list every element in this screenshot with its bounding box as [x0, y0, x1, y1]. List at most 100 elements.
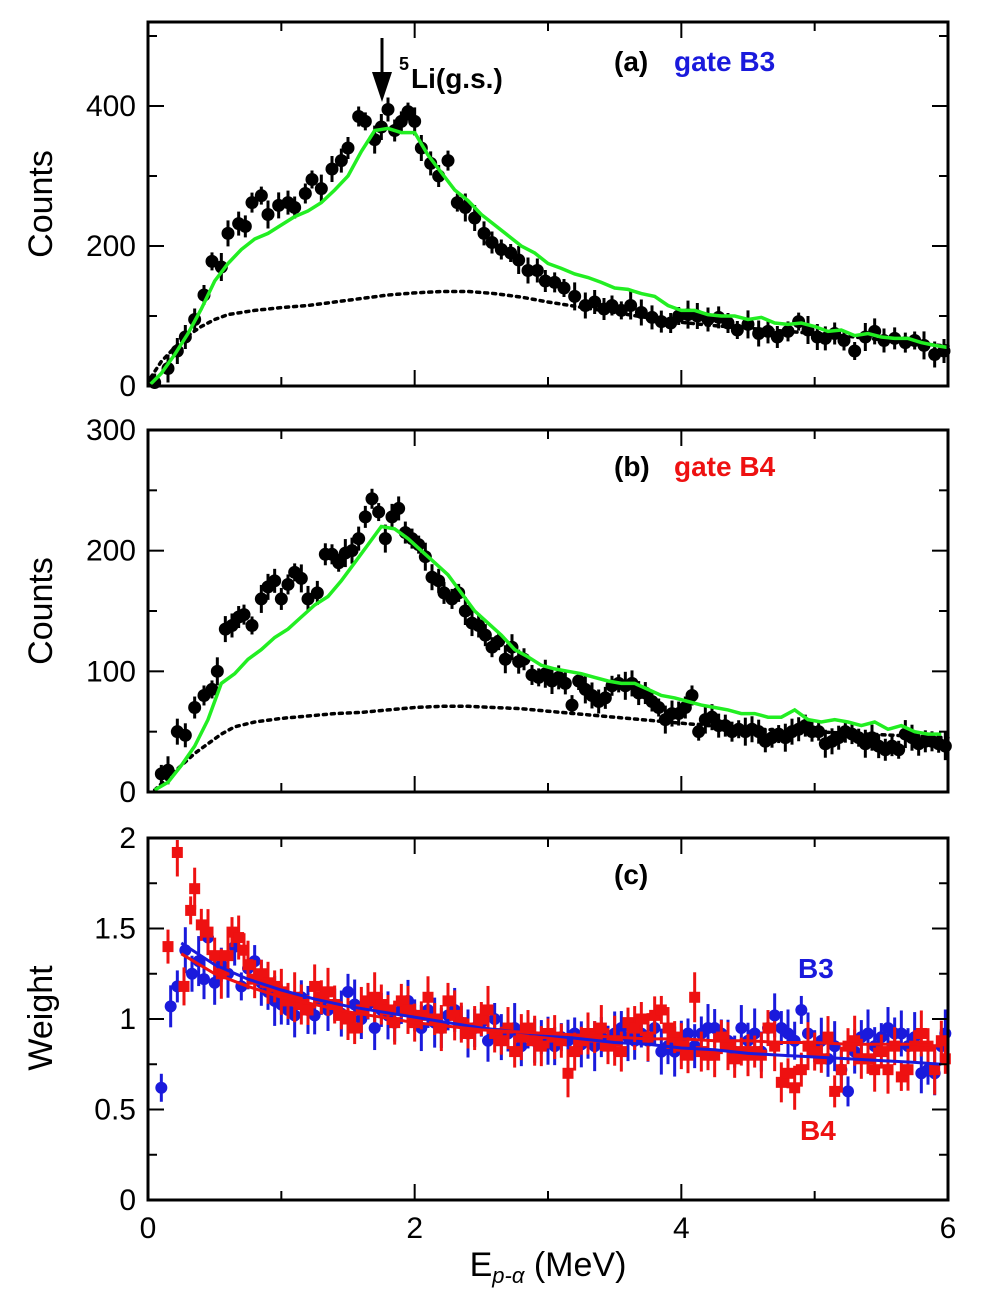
data-point [155, 1081, 168, 1094]
data-point [392, 501, 406, 515]
data-point [575, 1035, 587, 1047]
data-point [281, 577, 295, 591]
plot-a-ticks: 0 200 400 [86, 22, 949, 403]
y-axis-title-c: Weight [22, 965, 60, 1071]
data-point [735, 1022, 748, 1035]
data-point [595, 1022, 607, 1034]
data-point [289, 991, 301, 1003]
data-point [682, 1027, 694, 1040]
data-point [558, 676, 572, 690]
arrow-head [372, 72, 392, 102]
data-point [529, 1035, 541, 1047]
data-point [161, 763, 175, 777]
data-point [188, 701, 202, 715]
y-tick-label: 0.5 [94, 1094, 136, 1127]
data-point [781, 324, 795, 338]
data-point [509, 1046, 521, 1058]
data-point [915, 1027, 927, 1039]
data-point [477, 226, 491, 240]
data-point [748, 1027, 761, 1040]
data-point [615, 1046, 627, 1058]
data-point [892, 743, 906, 757]
data-point [802, 1040, 814, 1052]
data-point [702, 1049, 714, 1061]
data-point [274, 592, 288, 606]
data-point [245, 196, 259, 210]
data-point [372, 505, 386, 519]
data-point [315, 991, 327, 1003]
data-point [782, 1067, 794, 1079]
plot-c-content [155, 840, 952, 1110]
data-point [939, 1053, 951, 1065]
data-point [301, 592, 315, 606]
series-b3 [155, 922, 952, 1107]
data-point [489, 1027, 501, 1039]
data-point [530, 264, 544, 277]
data-point [288, 201, 302, 214]
data-point [770, 330, 784, 344]
fit-curve-b3 [180, 941, 942, 1066]
data-point [842, 1040, 854, 1052]
data-point [198, 973, 210, 986]
data-point [233, 932, 245, 944]
data-point [254, 189, 268, 203]
data-point [209, 950, 221, 962]
data-point [302, 1004, 314, 1016]
x-tick-label: 2 [406, 1212, 423, 1245]
data-point [335, 1009, 347, 1021]
data-point [812, 725, 826, 739]
data-point [535, 1040, 547, 1052]
data-point [515, 1031, 527, 1043]
data-point [678, 701, 692, 715]
data-point [334, 154, 348, 168]
data-point [795, 1003, 808, 1016]
data-point [432, 574, 446, 588]
data-point [685, 688, 699, 702]
data-point [458, 201, 472, 214]
data-point [462, 1027, 474, 1039]
data-point [249, 973, 261, 985]
panel-label-c: (c) [614, 859, 648, 890]
data-point [741, 317, 755, 331]
panel-a: 0 200 400 Counts (a) gate B3 5 Li(g.s.) [22, 20, 951, 403]
data-point [752, 725, 766, 739]
data-point [402, 1004, 414, 1016]
data-point [909, 1040, 921, 1052]
y-tick-label: 1 [119, 1003, 136, 1036]
data-point [569, 1046, 581, 1058]
data-point [358, 114, 372, 128]
y-tick-label: 200 [86, 535, 136, 568]
data-point [394, 114, 408, 128]
panel-b: 0 100 200 300 Counts (b) gate B4 [22, 414, 952, 809]
data-point [729, 1053, 741, 1065]
data-point [435, 1022, 447, 1034]
data-point [788, 1034, 801, 1047]
x-tick-label: 6 [940, 1212, 957, 1245]
data-point [835, 1064, 847, 1076]
data-point [415, 1009, 427, 1021]
data-point [325, 162, 339, 176]
data-point [245, 618, 259, 632]
data-point [368, 1022, 381, 1035]
fit-curve [153, 524, 942, 792]
data-point [634, 306, 648, 319]
data-point [502, 1022, 514, 1034]
y-tick-label: 0 [119, 1184, 136, 1217]
data-point [322, 986, 334, 998]
series-b4 [162, 840, 951, 1110]
data-point [721, 316, 735, 330]
data-point [485, 236, 499, 249]
data-point [689, 991, 701, 1003]
data-point [478, 628, 492, 642]
data-point [255, 968, 267, 980]
data-point [475, 1013, 487, 1025]
y-tick-label: 1.5 [94, 913, 136, 946]
data-point [310, 586, 324, 600]
data-point [775, 1076, 787, 1088]
data-point [458, 604, 472, 618]
data-point [682, 1049, 694, 1061]
data-point [161, 362, 175, 375]
data-point [482, 1004, 494, 1016]
data-point [389, 1017, 401, 1029]
